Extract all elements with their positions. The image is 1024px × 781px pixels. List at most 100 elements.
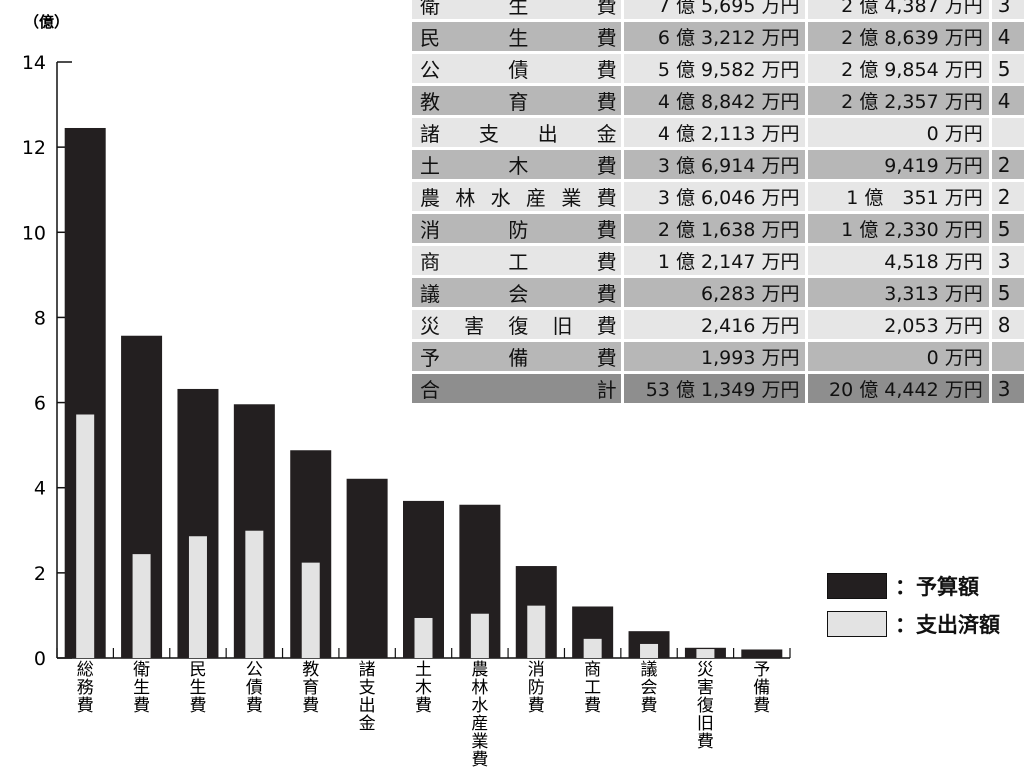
y-tick-label: 10 bbox=[22, 222, 46, 244]
y-tick-label: 8 bbox=[34, 307, 46, 329]
bar-spent bbox=[640, 643, 659, 658]
x-tick-label: 消防費 bbox=[528, 660, 545, 716]
row-name: 農林水産業費 bbox=[412, 182, 621, 211]
row-name: 教育費 bbox=[412, 86, 621, 115]
x-tick-label: 土木費 bbox=[415, 660, 432, 716]
row-spent: 2 億 8,639 万円 bbox=[805, 22, 989, 51]
x-tick-label: 農林水産業費 bbox=[471, 660, 488, 770]
table-row: 議会費 6,283 万円 3,313 万円 5 bbox=[412, 278, 1024, 307]
row-ratio: 5 bbox=[988, 214, 1024, 243]
row-spent: 3,313 万円 bbox=[805, 278, 989, 307]
row-ratio: 5 bbox=[988, 54, 1024, 83]
row-ratio bbox=[988, 342, 1024, 371]
row-spent: 4,518 万円 bbox=[805, 246, 989, 275]
row-ratio: 2 bbox=[988, 150, 1024, 179]
x-tick-label: 諸支出金 bbox=[359, 660, 376, 734]
row-ratio: 2 bbox=[988, 182, 1024, 211]
bar-spent bbox=[301, 562, 320, 658]
bar-spent bbox=[245, 530, 264, 658]
row-ratio: 3 bbox=[988, 374, 1024, 403]
bar-spent bbox=[188, 536, 207, 658]
row-budget: 6 億 3,212 万円 bbox=[620, 22, 806, 51]
bar-spent bbox=[76, 414, 95, 658]
row-budget: 4 億 8,842 万円 bbox=[620, 86, 806, 115]
y-tick-label: 12 bbox=[22, 137, 46, 159]
row-ratio: 5 bbox=[988, 278, 1024, 307]
legend-budget: ：予算額 bbox=[827, 571, 979, 601]
row-spent: 0 万円 bbox=[805, 342, 989, 371]
row-budget: 1,993 万円 bbox=[620, 342, 806, 371]
row-spent: 2 億 9,854 万円 bbox=[805, 54, 989, 83]
row-name: 議会費 bbox=[412, 278, 621, 307]
x-tick-label: 教育費 bbox=[302, 660, 319, 716]
row-ratio: 3 bbox=[988, 246, 1024, 275]
x-tick-label: 公債費 bbox=[246, 660, 263, 716]
row-spent: 1 億 351 万円 bbox=[805, 182, 989, 211]
row-budget: 5 億 9,582 万円 bbox=[620, 54, 806, 83]
y-tick-label: 4 bbox=[34, 478, 46, 500]
row-spent: 2 億 2,357 万円 bbox=[805, 86, 989, 115]
y-tick-label: 0 bbox=[34, 648, 46, 670]
x-tick-label: 商工費 bbox=[584, 660, 601, 716]
row-ratio: 4 bbox=[988, 22, 1024, 51]
legend-spent-swatch bbox=[827, 611, 887, 637]
bar-spent bbox=[414, 617, 433, 658]
row-budget: 2 億 1,638 万円 bbox=[620, 214, 806, 243]
bar-spent bbox=[470, 613, 489, 658]
row-ratio: 8 bbox=[988, 310, 1024, 339]
row-spent: 20 億 4,442 万円 bbox=[805, 374, 989, 403]
row-ratio: 4 bbox=[988, 86, 1024, 115]
row-spent: 2 億 4,387 万円 bbox=[805, 0, 989, 19]
row-name: 消防費 bbox=[412, 214, 621, 243]
x-tick-label: 衛生費 bbox=[133, 660, 150, 716]
row-name: 予備費 bbox=[412, 342, 621, 371]
row-budget: 1 億 2,147 万円 bbox=[620, 246, 806, 275]
row-budget: 53 億 1,349 万円 bbox=[620, 374, 806, 403]
row-name: 商工費 bbox=[412, 246, 621, 275]
row-ratio bbox=[988, 118, 1024, 147]
row-budget: 2,416 万円 bbox=[620, 310, 806, 339]
legend-budget-swatch bbox=[827, 573, 887, 599]
row-name: 公債費 bbox=[412, 54, 621, 83]
bar-budget bbox=[346, 478, 388, 658]
row-spent: 0 万円 bbox=[805, 118, 989, 147]
row-budget: 4 億 2,113 万円 bbox=[620, 118, 806, 147]
bar-spent bbox=[696, 649, 715, 658]
bar-budget bbox=[741, 649, 783, 658]
row-spent: 2,053 万円 bbox=[805, 310, 989, 339]
row-name: 合計 bbox=[412, 374, 621, 403]
row-name: 諸支出金 bbox=[412, 118, 621, 147]
y-tick-label: 14 bbox=[22, 52, 46, 74]
y-tick-label: 6 bbox=[34, 393, 46, 415]
x-tick-label: 総務費 bbox=[77, 660, 94, 716]
row-budget: 7 億 5,695 万円 bbox=[620, 0, 806, 19]
legend-spent: ：支出済額 bbox=[827, 609, 1000, 639]
x-tick-label: 民生費 bbox=[189, 660, 206, 716]
y-tick-label: 2 bbox=[34, 563, 46, 585]
table-row: 災害復旧費 2,416 万円 2,053 万円 8 bbox=[412, 310, 1024, 339]
x-tick-label: 予備費 bbox=[753, 660, 770, 716]
bar-spent bbox=[132, 554, 151, 658]
row-name: 災害復旧費 bbox=[412, 310, 621, 339]
bar-spent bbox=[583, 638, 602, 658]
table-row: 予備費 1,993 万円 0 万円 bbox=[412, 342, 1024, 371]
x-tick-label: 議会費 bbox=[641, 660, 658, 716]
row-budget: 3 億 6,046 万円 bbox=[620, 182, 806, 211]
row-name: 土木費 bbox=[412, 150, 621, 179]
bar-spent bbox=[527, 605, 546, 658]
row-spent: 9,419 万円 bbox=[805, 150, 989, 179]
row-name: 民生費 bbox=[412, 22, 621, 51]
legend-spent-label: ：支出済額 bbox=[895, 613, 1000, 637]
row-ratio: 3 bbox=[988, 0, 1024, 19]
row-budget: 3 億 6,914 万円 bbox=[620, 150, 806, 179]
table-row: 合計 53 億 1,349 万円 20 億 4,442 万円 3 bbox=[412, 374, 1024, 403]
